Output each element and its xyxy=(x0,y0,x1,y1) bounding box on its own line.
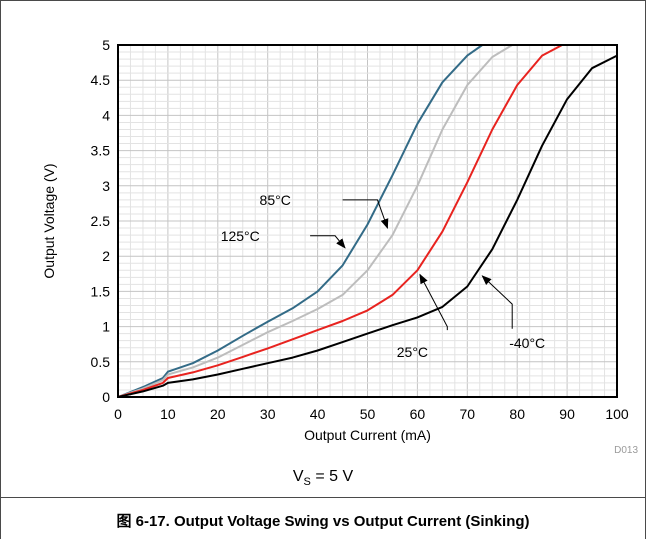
x-tick-label: 80 xyxy=(509,406,525,422)
y-axis-ticks: 0 0.5 1 1.5 2 2.5 3 3.5 4 4.5 5 xyxy=(91,37,111,405)
frame-left-border xyxy=(0,0,1,539)
x-tick-label: 50 xyxy=(360,406,376,422)
x-tick-label: 10 xyxy=(160,406,176,422)
y-tick-label: 4 xyxy=(102,107,110,123)
condition-subscript: S xyxy=(303,476,311,489)
x-axis-title: Output Current (mA) xyxy=(304,427,431,443)
y-tick-label: 5 xyxy=(102,37,110,53)
y-tick-label: 0.5 xyxy=(91,354,111,370)
y-tick-label: 2.5 xyxy=(91,213,111,229)
x-tick-label: 20 xyxy=(210,406,226,422)
series-label-arrow xyxy=(419,273,448,331)
x-tick-label: 90 xyxy=(559,406,575,422)
x-tick-label: 70 xyxy=(460,406,476,422)
y-tick-label: 1.5 xyxy=(91,283,111,299)
series-annotations: 85°C 125°C 25°C -40°C xyxy=(221,192,545,360)
series-label: 85°C xyxy=(260,192,291,208)
x-tick-label: 0 xyxy=(114,406,122,422)
condition-symbol: V xyxy=(292,468,304,485)
y-tick-label: 2 xyxy=(102,248,110,264)
series-label-arrow xyxy=(310,235,346,249)
x-tick-label: 60 xyxy=(410,406,426,422)
x-tick-label: 100 xyxy=(605,406,629,422)
series-label: -40°C xyxy=(509,335,545,351)
series-label-arrow xyxy=(342,199,389,229)
plot-area-border xyxy=(117,44,618,398)
figure-caption: 图 6-17. Output Voltage Swing vs Output C… xyxy=(116,513,530,530)
series-line xyxy=(117,44,563,398)
x-tick-label: 30 xyxy=(260,406,276,422)
frame-caption-divider xyxy=(0,497,646,498)
y-tick-label: 1 xyxy=(102,319,110,335)
y-tick-label: 4.5 xyxy=(91,72,111,88)
series-label: 25°C xyxy=(397,344,428,360)
series-line xyxy=(117,44,483,398)
y-tick-label: 3 xyxy=(102,178,110,194)
series-line xyxy=(117,54,618,398)
condition-value: = 5 V xyxy=(310,468,354,485)
y-tick-label: 3.5 xyxy=(91,143,111,159)
x-axis-ticks: 0 10 20 30 40 50 60 70 80 90 100 xyxy=(114,406,629,422)
series-label-arrow xyxy=(481,275,513,329)
supply-condition: VS = 5 V xyxy=(0,468,646,488)
series-lines xyxy=(117,44,618,398)
y-tick-label: 0 xyxy=(102,389,110,405)
figure-id-label: D013 xyxy=(614,445,638,456)
x-tick-label: 40 xyxy=(310,406,326,422)
series-line xyxy=(117,44,513,398)
frame-top-border xyxy=(0,0,646,1)
series-label: 125°C xyxy=(221,228,260,244)
y-axis-title: Output Voltage (V) xyxy=(41,163,57,278)
